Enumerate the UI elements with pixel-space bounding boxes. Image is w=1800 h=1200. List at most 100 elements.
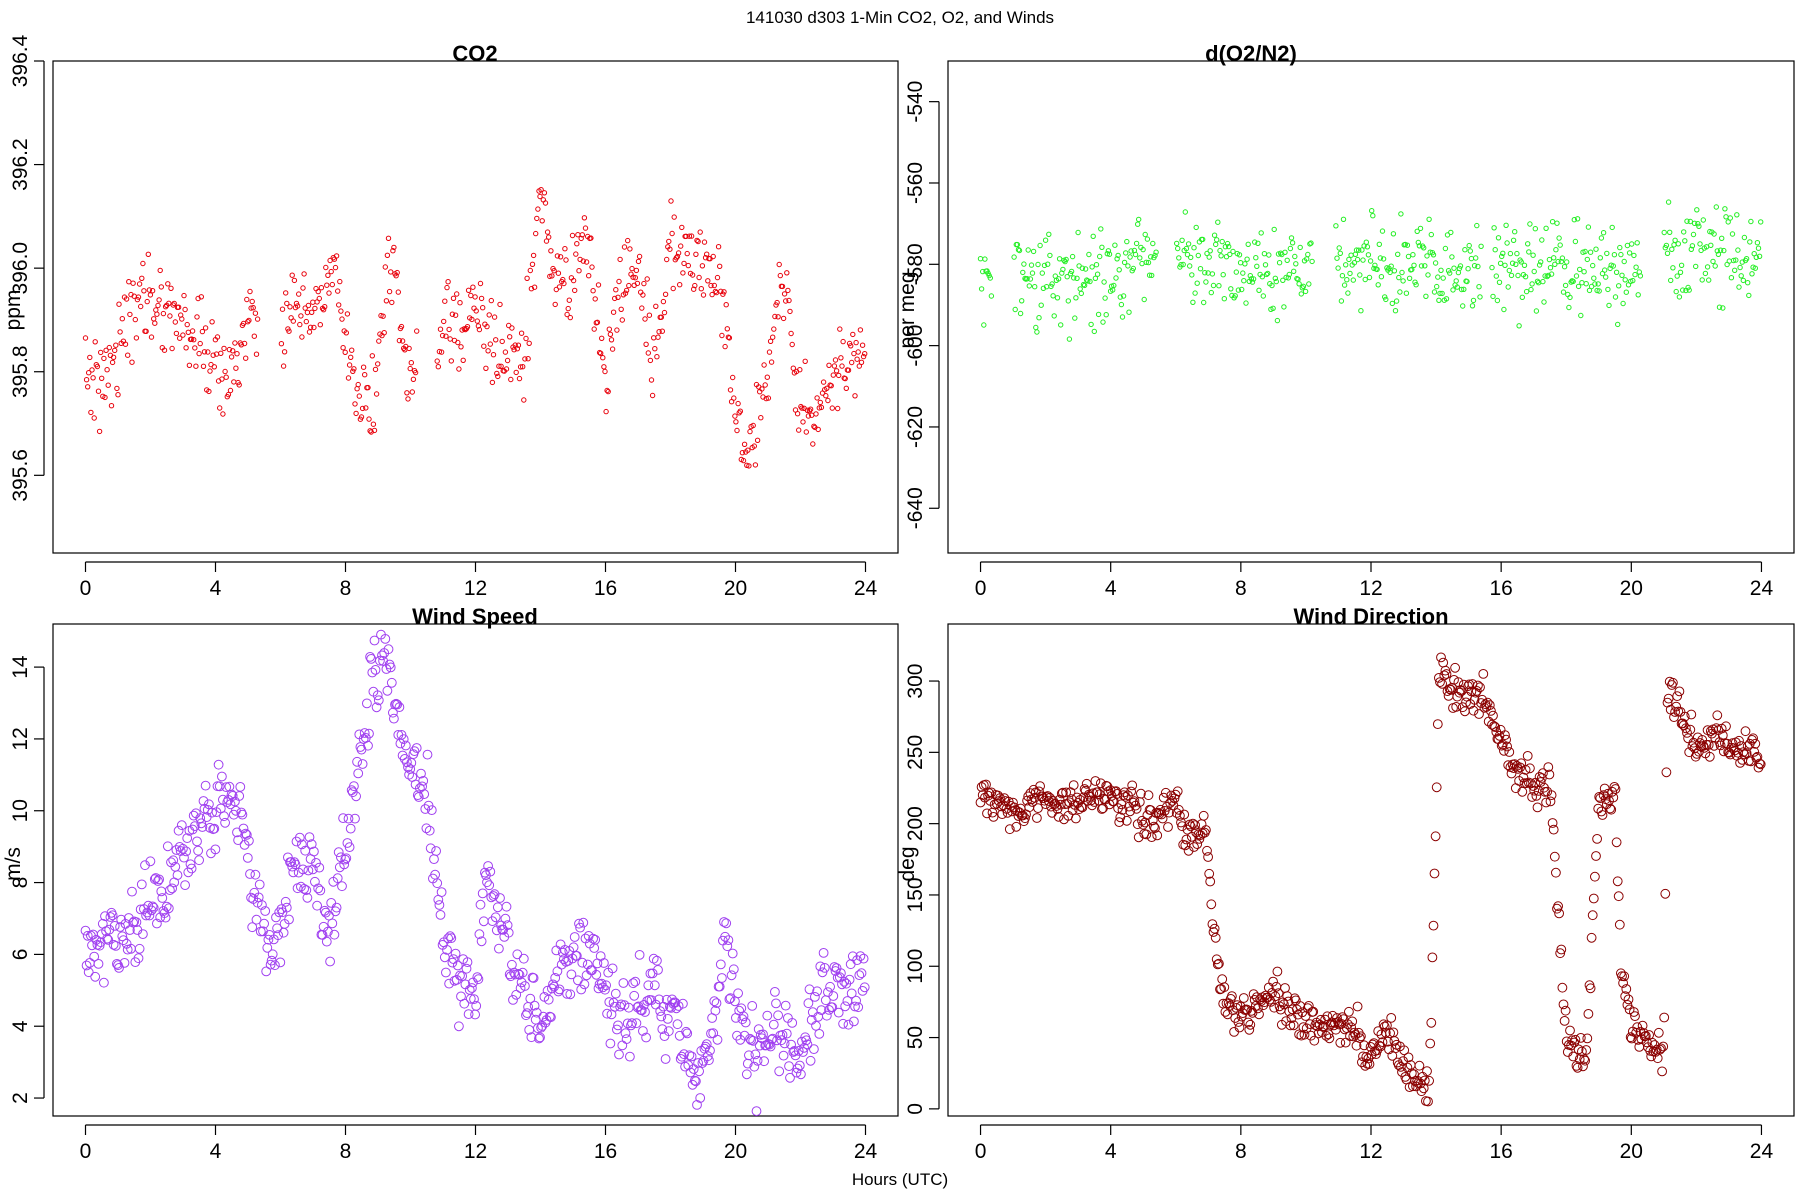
wind-direction-data-point (1379, 1021, 1390, 1032)
wind-speed-data-point (496, 920, 507, 931)
wind-direction-data-point (1486, 706, 1496, 716)
o2n2-data-point (1306, 281, 1312, 287)
co2-data-point (325, 272, 331, 278)
wind-direction-data-point (1004, 824, 1015, 835)
co2-data-point (745, 447, 751, 453)
o2n2-data-point (1038, 302, 1044, 308)
wind-speed-data-point (839, 976, 850, 987)
wind-direction-data-point (1555, 948, 1566, 959)
wind-direction-data-point (1426, 1017, 1437, 1028)
o2n2-data-point (1200, 236, 1206, 243)
o2n2-data-point (1128, 248, 1134, 254)
co2-data-point (825, 397, 831, 404)
wind-speed-data-point (338, 813, 349, 823)
co2-data-point (223, 374, 229, 380)
o2n2-data-point (1359, 247, 1365, 253)
wind-direction-x-tick-label: 4 (1105, 1140, 1117, 1163)
wind-speed-data-point (461, 963, 472, 974)
co2-data-point (842, 375, 848, 382)
co2-data-point (561, 280, 567, 287)
o2n2-data-point (1531, 268, 1537, 275)
co2-data-point (238, 342, 245, 348)
co2-data-point (788, 330, 794, 337)
o2n2-data-point (1363, 239, 1370, 245)
o2n2-data-point (1254, 263, 1260, 269)
o2n2-data-point (1432, 260, 1439, 266)
o2n2-data-point (1406, 275, 1413, 281)
wind-speed-data-point (445, 931, 456, 942)
co2-data-point (858, 359, 865, 365)
co2-data-point (557, 254, 564, 260)
co2-data-point (460, 357, 466, 363)
co2-data-point (335, 288, 341, 294)
o2n2-data-point (1135, 221, 1141, 227)
wind-direction-data-point (1658, 1041, 1669, 1052)
co2-data-point (647, 357, 654, 364)
o2n2-data-point (1620, 300, 1626, 307)
co2-data-point (322, 304, 328, 310)
wind-speed-data-point (181, 846, 192, 857)
wind-direction-data-point (1619, 971, 1630, 982)
co2-data-point (697, 229, 703, 235)
o2n2-data-point (1743, 256, 1750, 262)
co2-data-point (651, 335, 657, 341)
co2-data-point (101, 355, 107, 362)
o2n2-data-point (1380, 256, 1387, 262)
o2n2-data-point (1582, 248, 1588, 255)
co2-data-point (470, 284, 476, 290)
o2n2-data-point (1309, 258, 1315, 265)
co2-data-point (206, 388, 212, 395)
o2n2-data-point (1669, 246, 1675, 253)
co2-data-point (465, 287, 472, 293)
co2-data-point (177, 335, 183, 341)
wind-speed-data-point (369, 635, 380, 646)
co2-data-point (717, 263, 723, 269)
o2n2-data-point (1216, 283, 1222, 289)
co2-panel: CO2 ppm 0 4 8 12 16 20 24395.6395.8396.0396.23… (2, 34, 899, 600)
wind-speed-data-point (426, 805, 437, 815)
o2n2-data-point (1544, 273, 1550, 280)
o2n2-data-point (1562, 282, 1569, 289)
o2n2-data-point (1174, 240, 1180, 247)
co2-data-point (837, 326, 843, 332)
o2n2-data-point (1286, 271, 1293, 278)
co2-data-point (245, 319, 251, 325)
o2n2-data-point (1305, 251, 1311, 258)
wind-direction-x-tick-label: 8 (1235, 1140, 1247, 1163)
o2n2-data-point (1250, 276, 1257, 282)
wind-direction-data-point (1529, 785, 1540, 796)
wind-speed-data-point (571, 951, 582, 961)
co2-data-point (601, 364, 607, 370)
o2n2-data-point (1335, 265, 1341, 271)
co2-data-point (468, 292, 474, 299)
wind-direction-data-point (1414, 1060, 1425, 1071)
co2-data-point (642, 316, 648, 322)
wind-speed-data-point (833, 1007, 844, 1018)
wind-speed-data-point (370, 665, 381, 675)
wind-direction-data-point (1089, 797, 1100, 807)
o2n2-data-point (1451, 265, 1457, 271)
wind-speed-data-point (107, 910, 118, 921)
o2n2-data-point (1230, 248, 1236, 255)
o2n2-data-point (1188, 254, 1194, 261)
wind-speed-data-point (712, 1034, 723, 1045)
o2n2-data-point (1711, 231, 1717, 237)
co2-data-point (686, 233, 693, 239)
wind-speed-data-point (450, 948, 461, 959)
co2-data-point (715, 244, 722, 250)
co2-data-point (774, 299, 780, 306)
co2-data-point (681, 260, 687, 267)
co2-data-point (730, 374, 736, 381)
wind-direction-data-point (1386, 1013, 1397, 1023)
wind-direction-data-point (1268, 976, 1278, 987)
wind-speed-data-point (744, 1050, 754, 1061)
co2-data-point (714, 274, 721, 281)
wind-speed-data-point (720, 931, 730, 942)
co2-data-point (139, 275, 145, 281)
wind-speed-data-point (209, 823, 220, 834)
wind-speed-data-point (625, 1051, 635, 1062)
co2-data-point (112, 347, 118, 354)
wind-speed-data-point (828, 991, 839, 1001)
co2-data-point (507, 334, 513, 340)
